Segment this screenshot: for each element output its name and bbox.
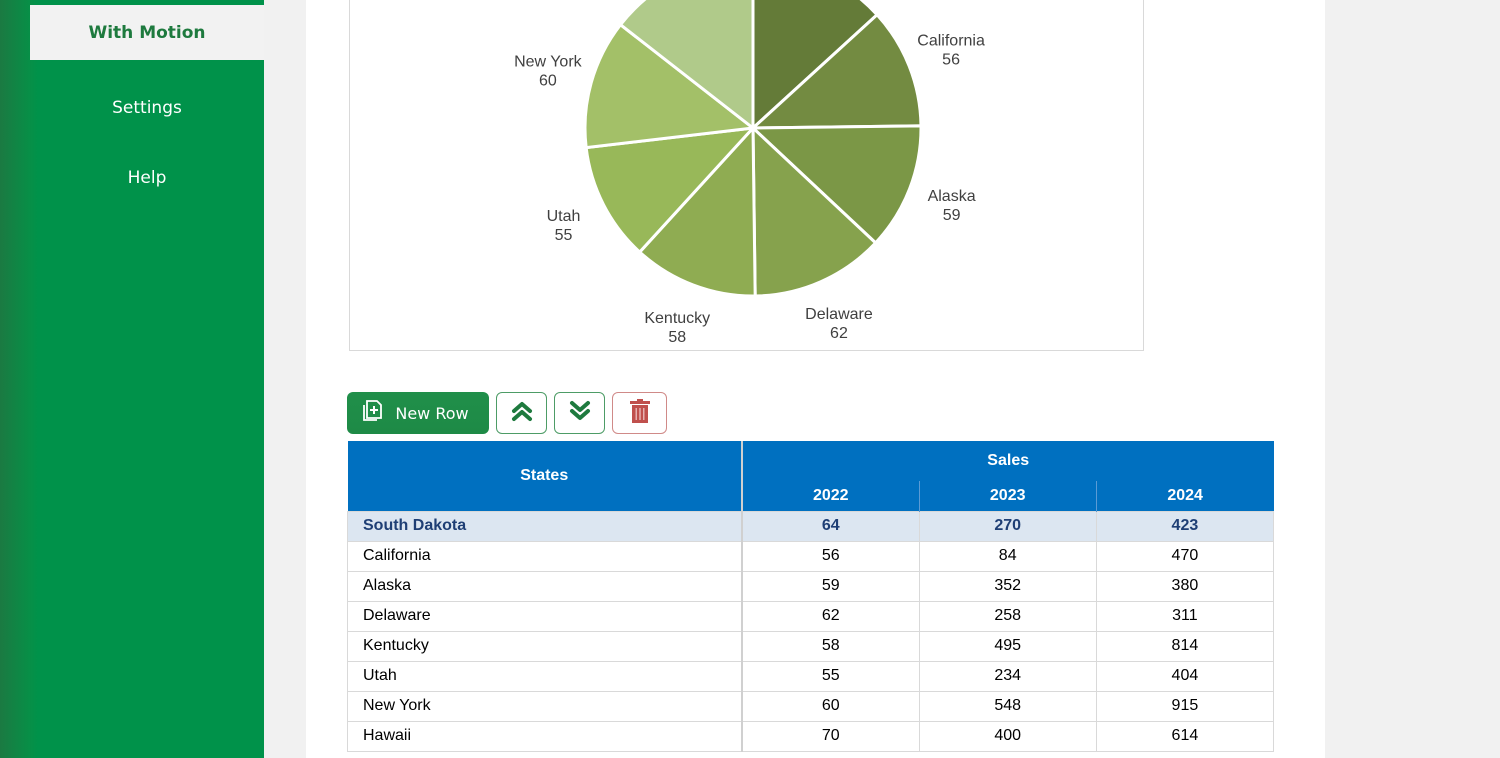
sales-2023-cell[interactable]: 84 <box>918 540 1097 572</box>
pie-slice-utah[interactable] <box>584 126 757 255</box>
sidebar-item-settings[interactable]: Settings <box>30 80 264 135</box>
svg-text:California: California <box>917 33 985 50</box>
sidebar: With Motion Settings Help <box>0 0 264 758</box>
sales-table: States Sales 2022 2023 2024 South Dakota… <box>346 441 1275 752</box>
sales-2022-cell[interactable]: 64 <box>741 510 920 542</box>
svg-text:62: 62 <box>830 325 848 342</box>
state-cell[interactable]: New York <box>346 690 743 722</box>
sales-2022-cell[interactable]: 62 <box>741 600 920 632</box>
pie-slice-new-york[interactable] <box>583 22 757 150</box>
double-chevron-down-icon <box>568 399 592 428</box>
table-row[interactable]: South Dakota 64 270 423 <box>346 510 1275 542</box>
sales-2023-cell[interactable]: 270 <box>918 510 1097 542</box>
sales-2023-cell[interactable]: 258 <box>918 600 1097 632</box>
sales-2022-cell[interactable]: 60 <box>741 690 920 722</box>
sidebar-item-label: Help <box>127 167 167 188</box>
header-states[interactable]: States <box>347 441 743 511</box>
svg-text:Alaska: Alaska <box>928 188 976 205</box>
double-chevron-up-icon <box>510 399 534 428</box>
sales-2022-cell[interactable]: 56 <box>741 540 920 572</box>
sales-2024-cell[interactable]: 614 <box>1095 720 1275 752</box>
sidebar-item-with-motion[interactable]: With Motion <box>30 5 264 60</box>
state-cell[interactable]: Utah <box>346 660 743 692</box>
sales-2024-cell[interactable]: 423 <box>1095 510 1275 542</box>
sales-2023-cell[interactable]: 495 <box>918 630 1097 662</box>
table-row[interactable]: Alaska 59 352 380 <box>346 570 1275 602</box>
move-up-button[interactable] <box>496 392 547 434</box>
sales-2024-cell[interactable]: 470 <box>1095 540 1275 572</box>
pie-data-label: New York 60 <box>514 54 583 90</box>
table-row[interactable]: Hawaii 70 400 614 <box>346 720 1275 752</box>
pie-slice-delaware[interactable] <box>751 124 878 298</box>
sales-2023-cell[interactable]: 352 <box>918 570 1097 602</box>
new-row-button[interactable]: New Row <box>347 392 489 434</box>
state-cell[interactable]: California <box>346 540 743 572</box>
table-row[interactable]: Kentucky 58 495 814 <box>346 630 1275 662</box>
pie-data-label: Utah 55 <box>547 208 581 244</box>
sales-2024-cell[interactable]: 814 <box>1095 630 1275 662</box>
svg-text:60: 60 <box>539 73 557 90</box>
svg-text:58: 58 <box>668 329 686 346</box>
add-document-icon <box>361 399 385 427</box>
pie-slice-alaska[interactable] <box>749 124 923 245</box>
svg-text:Utah: Utah <box>547 208 581 225</box>
sales-2022-cell[interactable]: 59 <box>741 570 920 602</box>
header-year-2022[interactable]: 2022 <box>741 481 920 511</box>
svg-text:Delaware: Delaware <box>805 306 873 323</box>
state-cell[interactable]: Alaska <box>346 570 743 602</box>
pie-data-label: Delaware 62 <box>805 306 873 342</box>
sales-2024-cell[interactable]: 915 <box>1095 690 1275 722</box>
svg-text:56: 56 <box>942 52 960 69</box>
header-year-2023[interactable]: 2023 <box>919 481 1097 511</box>
trash-icon <box>629 398 651 429</box>
sales-2022-cell[interactable]: 58 <box>741 630 920 662</box>
sales-2024-cell[interactable]: 380 <box>1095 570 1275 602</box>
pie-chart-card: South Dakota64California56Alaska59Delawa… <box>349 0 1144 351</box>
state-cell[interactable]: Hawaii <box>346 720 743 752</box>
table-toolbar: New Row <box>347 392 667 434</box>
sales-2024-cell[interactable]: 404 <box>1095 660 1275 692</box>
pie-slice-hawaii[interactable] <box>618 0 755 132</box>
pie-data-label: Alaska 59 <box>928 188 976 224</box>
move-down-button[interactable] <box>554 392 605 434</box>
table-row[interactable]: New York 60 548 915 <box>346 690 1275 722</box>
pie-slice-kentucky[interactable] <box>637 124 757 298</box>
delete-row-button[interactable] <box>612 392 667 434</box>
svg-text:Kentucky: Kentucky <box>644 310 710 327</box>
sales-2023-cell[interactable]: 400 <box>918 720 1097 752</box>
sidebar-item-label: With Motion <box>88 22 206 43</box>
pie-data-label: California 56 <box>917 33 985 69</box>
sales-2023-cell[interactable]: 548 <box>918 690 1097 722</box>
sidebar-item-label: Settings <box>112 97 182 118</box>
state-cell[interactable]: Delaware <box>346 600 743 632</box>
pie-slice-california[interactable] <box>749 12 923 130</box>
svg-text:59: 59 <box>943 207 961 224</box>
pie-chart: South Dakota64California56Alaska59Delawa… <box>514 0 985 346</box>
table-row[interactable]: Utah 55 234 404 <box>346 660 1275 692</box>
table-row[interactable]: Delaware 62 258 311 <box>346 600 1275 632</box>
sales-2024-cell[interactable]: 311 <box>1095 600 1275 632</box>
svg-text:New York: New York <box>514 54 583 71</box>
sales-2022-cell[interactable]: 55 <box>741 660 920 692</box>
state-cell[interactable]: Kentucky <box>346 630 743 662</box>
header-sales: Sales <box>741 441 1274 481</box>
sales-2022-cell[interactable]: 70 <box>741 720 920 752</box>
sales-2023-cell[interactable]: 234 <box>918 660 1097 692</box>
state-cell[interactable]: South Dakota <box>346 510 743 542</box>
sidebar-item-help[interactable]: Help <box>30 150 264 205</box>
svg-text:55: 55 <box>555 227 573 244</box>
new-row-label: New Row <box>395 403 469 423</box>
pie-slice-south-dakota[interactable] <box>751 0 880 132</box>
table-row[interactable]: California 56 84 470 <box>346 540 1275 572</box>
pie-data-label: Kentucky 58 <box>644 310 710 346</box>
header-year-2024[interactable]: 2024 <box>1096 481 1274 511</box>
